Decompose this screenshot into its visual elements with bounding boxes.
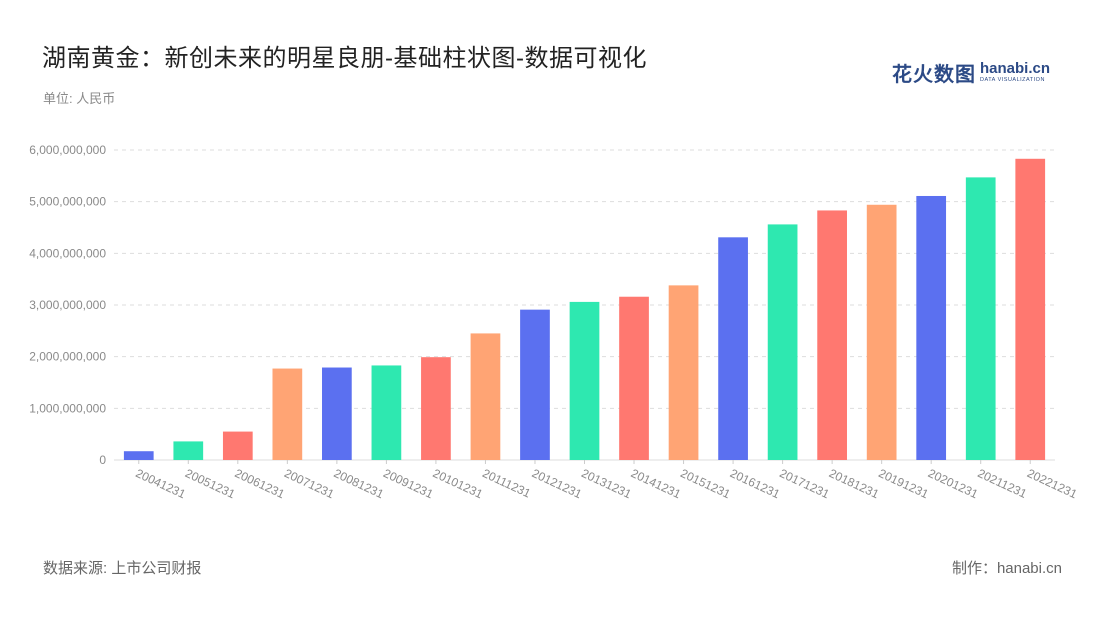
- bar[interactable]: [866, 204, 897, 460]
- y-axis-ticks: 0 1,000,000,000 2,000,000,000 3,000,000,000…: [29, 143, 106, 467]
- x-tick-label: 20081231: [332, 466, 387, 501]
- x-tick-label: 20211231: [975, 466, 1029, 501]
- x-tick-label: 20131231: [579, 466, 634, 501]
- y-tick-label: 5,000,000,000: [29, 195, 106, 209]
- bar[interactable]: [916, 195, 947, 460]
- credit-label: 制作：hanabi.cn: [951, 560, 1062, 577]
- logo-en-text: hanabi.cn: [980, 60, 1051, 78]
- bar[interactable]: [619, 296, 649, 460]
- x-tick-label: 20191231: [876, 466, 931, 501]
- y-tick-label: 4,000,000,000: [29, 246, 106, 260]
- bar[interactable]: [520, 309, 550, 460]
- logo-en-subtext: DATA VISUALIZATION: [980, 77, 1045, 84]
- bar[interactable]: [569, 301, 600, 460]
- brand-logo: 花火数图 hanabi.cn DATA VISUALIZATION: [892, 58, 1050, 87]
- y-tick-label: 3,000,000,000: [29, 298, 106, 312]
- bar[interactable]: [123, 451, 154, 460]
- bar[interactable]: [718, 237, 748, 460]
- x-tick-label: 20111231: [480, 466, 533, 501]
- bar[interactable]: [272, 368, 303, 460]
- bar[interactable]: [173, 441, 204, 460]
- x-tick-label: 20221231: [1025, 466, 1080, 501]
- unit-label: 单位: 人民币: [43, 91, 116, 106]
- x-axis-ticks: 2004123120051231200612312007123120081231…: [133, 460, 1080, 501]
- x-tick-label: 20201231: [926, 466, 981, 501]
- y-tick-label: 2,000,000,000: [29, 350, 106, 364]
- bar[interactable]: [817, 210, 847, 460]
- bar[interactable]: [222, 431, 253, 460]
- logo-cn-text: 花火数图: [892, 64, 976, 86]
- bar[interactable]: [965, 177, 996, 460]
- chart-title: 湖南黄金：新创未来的明星良朋-基础柱状图-数据可视化: [42, 45, 647, 72]
- x-tick-label: 20161231: [728, 466, 783, 501]
- y-tick-label: 0: [99, 453, 106, 467]
- bar[interactable]: [767, 224, 798, 460]
- logo-en-block: hanabi.cn DATA VISUALIZATION: [980, 61, 1050, 84]
- x-tick-label: 20171231: [777, 466, 832, 501]
- x-tick-label: 20141231: [629, 466, 684, 501]
- bar[interactable]: [322, 367, 352, 460]
- bar[interactable]: [668, 285, 699, 460]
- x-tick-label: 20181231: [827, 466, 882, 501]
- x-tick-label: 20151231: [678, 466, 733, 501]
- data-source: 数据来源: 上市公司财报: [43, 560, 202, 577]
- bar[interactable]: [470, 333, 501, 460]
- y-tick-label: 6,000,000,000: [29, 143, 106, 157]
- bar[interactable]: [371, 365, 402, 460]
- x-tick-label: 20071231: [282, 466, 337, 501]
- x-tick-label: 20051231: [183, 466, 238, 501]
- x-tick-label: 20121231: [530, 466, 585, 501]
- bar[interactable]: [421, 357, 451, 460]
- x-tick-label: 20061231: [233, 466, 288, 501]
- bar[interactable]: [1015, 158, 1046, 461]
- x-tick-label: 20101231: [431, 466, 486, 501]
- y-tick-label: 1,000,000,000: [29, 401, 106, 415]
- x-tick-label: 20041231: [133, 466, 188, 501]
- x-tick-label: 20091231: [381, 466, 436, 501]
- bar-layer: [123, 158, 1046, 461]
